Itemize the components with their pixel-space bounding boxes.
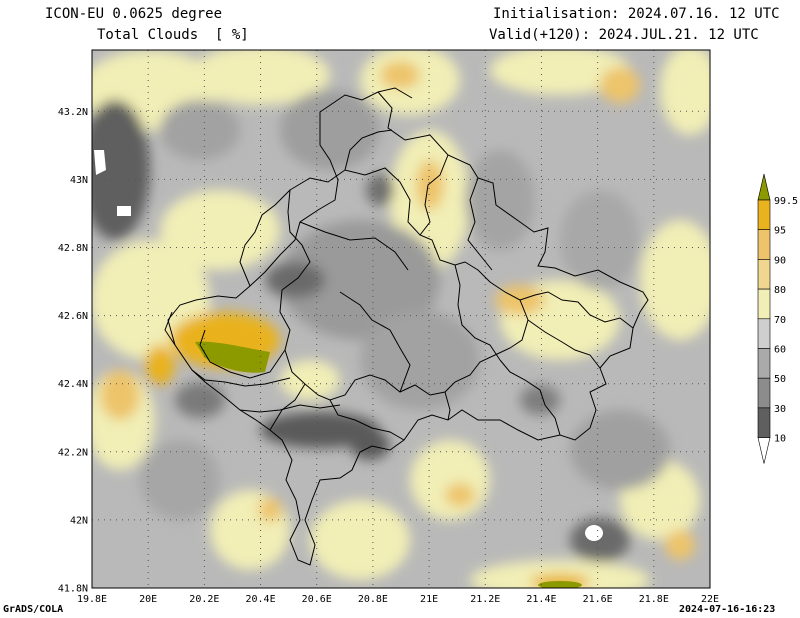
lon-label: 20.8E bbox=[358, 594, 388, 605]
lon-label: 22E bbox=[701, 594, 719, 605]
lon-label: 21.6E bbox=[583, 594, 613, 605]
colorbar-swatch bbox=[757, 199, 771, 231]
colorbar-swatch bbox=[757, 377, 771, 409]
lat-label: 43.2N bbox=[58, 107, 88, 118]
colorbar-swatch bbox=[757, 348, 771, 379]
colorbar-label: 30 bbox=[774, 404, 786, 415]
lat-label: 42N bbox=[70, 515, 88, 526]
render-timestamp: 2024-07-16-16:23 bbox=[679, 604, 776, 615]
colorbar-label: 70 bbox=[774, 315, 786, 326]
field-title: Total Clouds [ %] bbox=[97, 27, 249, 43]
lat-label: 42.4N bbox=[58, 379, 88, 390]
colorbar-swatch bbox=[757, 229, 771, 260]
colorbar-label: 60 bbox=[774, 345, 786, 356]
model-title: ICON-EU 0.0625 degree bbox=[45, 6, 223, 22]
lat-label: 41.8N bbox=[58, 584, 88, 595]
colorbar-label: 99.5 bbox=[774, 196, 798, 207]
colorbar-label: 10 bbox=[774, 434, 786, 445]
map-frame bbox=[91, 49, 711, 589]
borders bbox=[164, 87, 649, 566]
colorbar-swatch bbox=[757, 288, 771, 320]
latitude-labels: 43.2N 43N 42.8N 42.6N 42.4N 42.2N 42N 41.8N bbox=[58, 107, 88, 595]
colorbar-swatch bbox=[757, 318, 771, 349]
colorbar-label: 80 bbox=[774, 285, 786, 296]
lon-label: 19.8E bbox=[77, 594, 107, 605]
lon-label: 20.6E bbox=[302, 594, 332, 605]
lat-label: 43N bbox=[70, 175, 88, 186]
cloud-field bbox=[92, 50, 710, 588]
colorbar-swatch bbox=[757, 173, 771, 201]
lat-label: 42.6N bbox=[58, 311, 88, 322]
colorbar-label: 50 bbox=[774, 374, 786, 385]
graticule bbox=[92, 50, 710, 588]
lon-label: 21.4E bbox=[526, 594, 556, 605]
valid-time: Valid(+120): 2024.JUL.21. 12 UTC bbox=[489, 27, 759, 43]
lon-label: 21.8E bbox=[639, 594, 669, 605]
lon-label: 21.2E bbox=[470, 594, 500, 605]
lon-label: 20E bbox=[139, 594, 157, 605]
lon-label: 20.2E bbox=[189, 594, 219, 605]
init-time: Initialisation: 2024.07.16. 12 UTC bbox=[493, 6, 780, 22]
colorbar-swatch bbox=[757, 259, 771, 290]
lat-label: 42.8N bbox=[58, 243, 88, 254]
colorbar: 99.5 95 90 80 70 60 50 30 10 bbox=[757, 173, 798, 464]
lat-label: 42.2N bbox=[58, 447, 88, 458]
colorbar-label: 90 bbox=[774, 255, 786, 266]
lon-label: 20.4E bbox=[245, 594, 275, 605]
lon-label: 21E bbox=[420, 594, 438, 605]
colorbar-swatch bbox=[757, 437, 771, 464]
longitude-labels: 19.8E 20E 20.2E 20.4E 20.6E 20.8E 21E 21.2E 21.4… bbox=[77, 594, 719, 605]
colorbar-label: 95 bbox=[774, 226, 786, 237]
software-credit: GrADS/COLA bbox=[3, 604, 64, 615]
colorbar-swatch bbox=[757, 407, 771, 438]
